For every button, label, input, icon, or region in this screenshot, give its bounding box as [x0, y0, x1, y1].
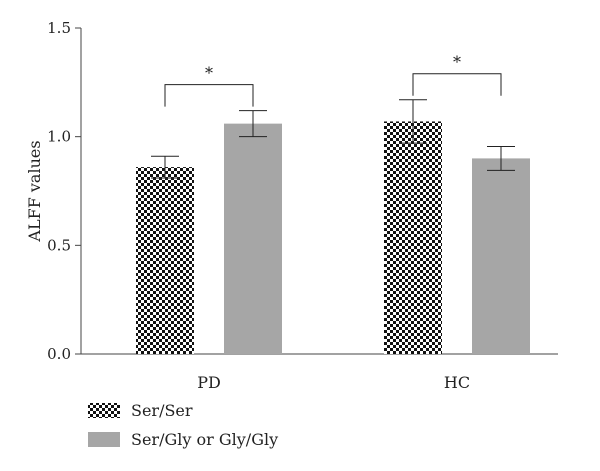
error-bars [151, 99, 515, 179]
legend-swatch-ser-gly [88, 432, 120, 447]
y-tick-label: 1.0 [47, 128, 71, 146]
bar-pd-series-1 [224, 123, 282, 354]
y-tick-label: 1.5 [47, 19, 71, 37]
legend-swatch-ser-ser [88, 403, 120, 418]
legend: Ser/Ser Ser/Gly or Gly/Gly [88, 401, 278, 449]
y-ticks: 0.0 0.5 1.0 1.5 [47, 19, 81, 363]
category-label-hc: HC [444, 373, 470, 392]
significance-brackets: ** [164, 53, 502, 107]
category-label-pd: PD [197, 373, 221, 392]
bars [136, 121, 530, 354]
legend-label-ser-gly: Ser/Gly or Gly/Gly [131, 430, 278, 449]
legend-label-ser-ser: Ser/Ser [131, 401, 193, 420]
significance-bracket-pd [164, 84, 254, 107]
bar-hc-series-0 [384, 121, 442, 354]
y-tick-label: 0.5 [47, 236, 71, 254]
significance-bracket-hc [412, 73, 502, 96]
bar-hc-series-1 [472, 158, 530, 354]
bar-pd-series-0 [136, 167, 194, 354]
significance-label-hc: * [453, 53, 461, 72]
category-labels: PD HC [197, 373, 470, 392]
y-axis-label: ALFF values [25, 140, 44, 242]
significance-label-pd: * [205, 64, 213, 83]
y-tick-label: 0.0 [47, 345, 71, 363]
